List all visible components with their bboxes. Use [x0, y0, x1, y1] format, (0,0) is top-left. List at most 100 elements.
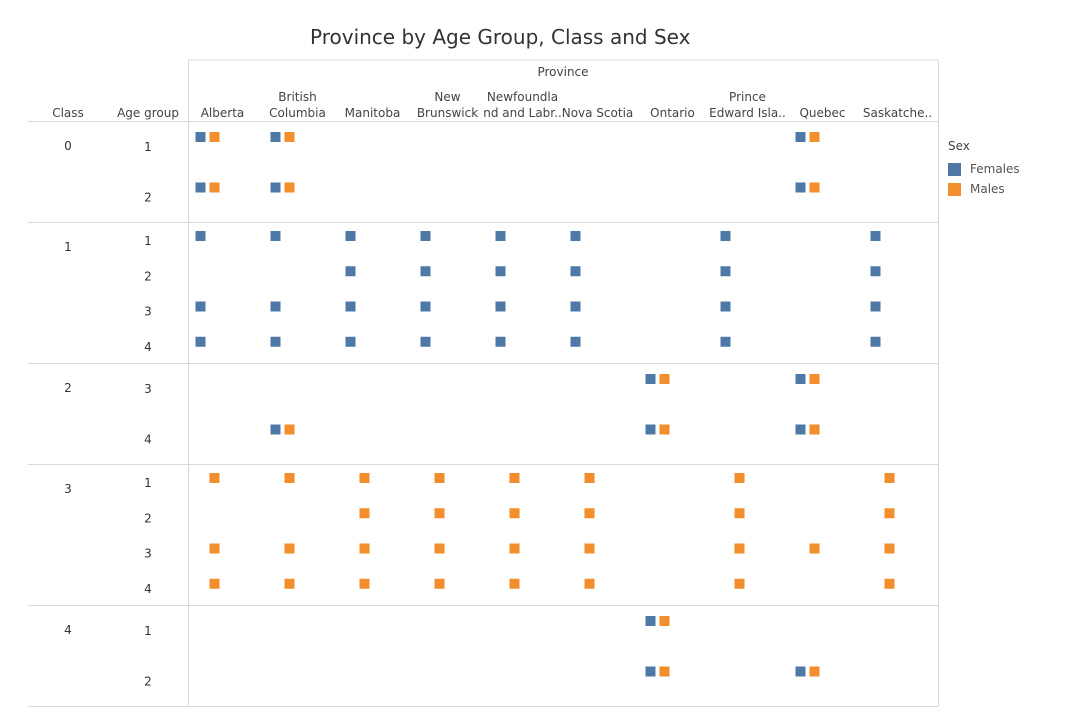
mark-class3-age1-british-columbia-males: [284, 473, 295, 483]
mark-class3-age1-manitoba-males: [359, 473, 370, 483]
mark-class3-age3-manitoba-males: [359, 543, 370, 554]
province-label-british-columbia-line2: Columbia: [269, 106, 326, 120]
mark-class1-age3-newfoundla-nd-and-labr-females: [495, 301, 506, 312]
row-header-class: Class: [52, 106, 84, 120]
mark-class2-age4-ontario-females: [645, 424, 656, 435]
mark-class1-age1-manitoba-females: [345, 231, 356, 241]
mark-class1-age4-prince-edward-isla-females: [720, 336, 731, 347]
legend-item-females[interactable]: Females: [948, 159, 1020, 179]
mark-class3-age3-nova-scotia-males: [584, 543, 595, 554]
mark-class2-age3-quebec-males: [809, 374, 820, 384]
mark-class3-age3-prince-edward-isla-males: [734, 543, 745, 554]
mark-class3-age2-new-brunswick-males: [434, 508, 445, 519]
legend: Sex Females Males: [948, 139, 1020, 199]
mark-class1-age1-saskatche-females: [870, 231, 881, 241]
mark-class3-age3-british-columbia-males: [284, 543, 295, 554]
mark-class3-age3-saskatche-males: [884, 543, 895, 554]
mark-class3-age3-alberta-males: [209, 543, 220, 554]
row-header-age-group: Age group: [117, 106, 179, 120]
legend-item-males[interactable]: Males: [948, 179, 1020, 199]
mark-class1-age2-saskatche-females: [870, 266, 881, 277]
mark-class1-age4-nova-scotia-females: [570, 336, 581, 347]
mark-class3-age1-prince-edward-isla-males: [734, 473, 745, 483]
mark-class3-age3-new-brunswick-males: [434, 543, 445, 554]
mark-class1-age1-alberta-females: [195, 231, 206, 241]
mark-class3-age3-newfoundla-nd-and-labr-males: [509, 543, 520, 554]
mark-class1-age3-alberta-females: [195, 301, 206, 312]
mark-class0-age1-british-columbia-females: [270, 132, 281, 142]
column-header-province: Province: [537, 65, 588, 79]
age-group-label-class3-age4: 4: [144, 582, 152, 596]
province-label-british-columbia-line1: British: [278, 90, 316, 104]
mark-class3-age3-quebec-males: [809, 543, 820, 554]
class-label-2: 2: [64, 381, 72, 395]
mark-class0-age1-alberta-females: [195, 132, 206, 142]
mark-class1-age3-saskatche-females: [870, 301, 881, 312]
mark-class3-age2-newfoundla-nd-and-labr-males: [509, 508, 520, 519]
mark-class1-age1-british-columbia-females: [270, 231, 281, 241]
province-label-nova-scotia: Nova Scotia: [562, 106, 634, 120]
mark-class4-age2-ontario-females: [645, 666, 656, 677]
class-label-3: 3: [64, 482, 72, 496]
mark-class0-age2-quebec-females: [795, 182, 806, 193]
mark-class4-age2-quebec-females: [795, 666, 806, 677]
mark-class1-age4-newfoundla-nd-and-labr-females: [495, 336, 506, 347]
province-label-saskatche: Saskatche..: [863, 106, 932, 120]
age-group-label-class0-age1: 1: [144, 140, 152, 154]
age-group-label-class1-age4: 4: [144, 340, 152, 354]
legend-label-females: Females: [970, 162, 1020, 176]
class-label-4: 4: [64, 623, 72, 637]
province-label-manitoba: Manitoba: [345, 106, 401, 120]
mark-class1-age3-new-brunswick-females: [420, 301, 431, 312]
mark-class4-age1-ontario-males: [659, 616, 670, 626]
legend-swatch-females: [948, 162, 961, 176]
mark-class3-age4-prince-edward-isla-males: [734, 578, 745, 589]
age-group-label-class1-age1: 1: [144, 234, 152, 248]
mark-class4-age2-quebec-males: [809, 666, 820, 677]
mark-class1-age4-alberta-females: [195, 336, 206, 347]
age-group-label-class2-age4: 4: [144, 433, 152, 447]
age-group-label-class1-age2: 2: [144, 269, 152, 283]
mark-class1-age3-manitoba-females: [345, 301, 356, 312]
mark-class0-age2-alberta-males: [209, 182, 220, 193]
mark-class3-age4-new-brunswick-males: [434, 578, 445, 589]
class-label-0: 0: [64, 139, 72, 153]
mark-class1-age1-new-brunswick-females: [420, 231, 431, 241]
mark-class3-age1-new-brunswick-males: [434, 473, 445, 483]
province-label-prince-edward-isla-line2: Edward Isla..: [709, 106, 786, 120]
mark-class0-age1-alberta-males: [209, 132, 220, 142]
mark-class1-age1-newfoundla-nd-and-labr-females: [495, 231, 506, 241]
mark-class3-age4-manitoba-males: [359, 578, 370, 589]
mark-class0-age1-british-columbia-males: [284, 132, 295, 142]
mark-class3-age4-saskatche-males: [884, 578, 895, 589]
mark-class0-age2-british-columbia-males: [284, 182, 295, 193]
mark-class0-age1-quebec-females: [795, 132, 806, 142]
mark-class3-age2-nova-scotia-males: [584, 508, 595, 519]
mark-class3-age1-alberta-males: [209, 473, 220, 483]
mark-class4-age1-ontario-females: [645, 616, 656, 626]
mark-class3-age1-nova-scotia-males: [584, 473, 595, 483]
age-group-label-class3-age3: 3: [144, 547, 152, 561]
age-group-label-class4-age1: 1: [144, 624, 152, 638]
age-group-label-class4-age2: 2: [144, 675, 152, 689]
mark-class3-age4-alberta-males: [209, 578, 220, 589]
age-group-label-class3-age1: 1: [144, 476, 152, 490]
mark-class2-age3-quebec-females: [795, 374, 806, 384]
mark-class0-age2-british-columbia-females: [270, 182, 281, 193]
age-group-label-class1-age3: 3: [144, 305, 152, 319]
mark-class3-age4-nova-scotia-males: [584, 578, 595, 589]
mark-class1-age2-newfoundla-nd-and-labr-females: [495, 266, 506, 277]
mark-class2-age4-ontario-males: [659, 424, 670, 435]
mark-class1-age3-nova-scotia-females: [570, 301, 581, 312]
mark-class2-age3-ontario-females: [645, 374, 656, 384]
mark-class1-age2-nova-scotia-females: [570, 266, 581, 277]
age-group-label-class0-age2: 2: [144, 191, 152, 205]
mark-class1-age3-prince-edward-isla-females: [720, 301, 731, 312]
mark-class4-age2-ontario-males: [659, 666, 670, 677]
province-label-ontario: Ontario: [650, 106, 695, 120]
mark-class1-age4-manitoba-females: [345, 336, 356, 347]
mark-class2-age4-quebec-females: [795, 424, 806, 435]
province-label-quebec: Quebec: [799, 106, 845, 120]
age-group-label-class2-age3: 3: [144, 382, 152, 396]
